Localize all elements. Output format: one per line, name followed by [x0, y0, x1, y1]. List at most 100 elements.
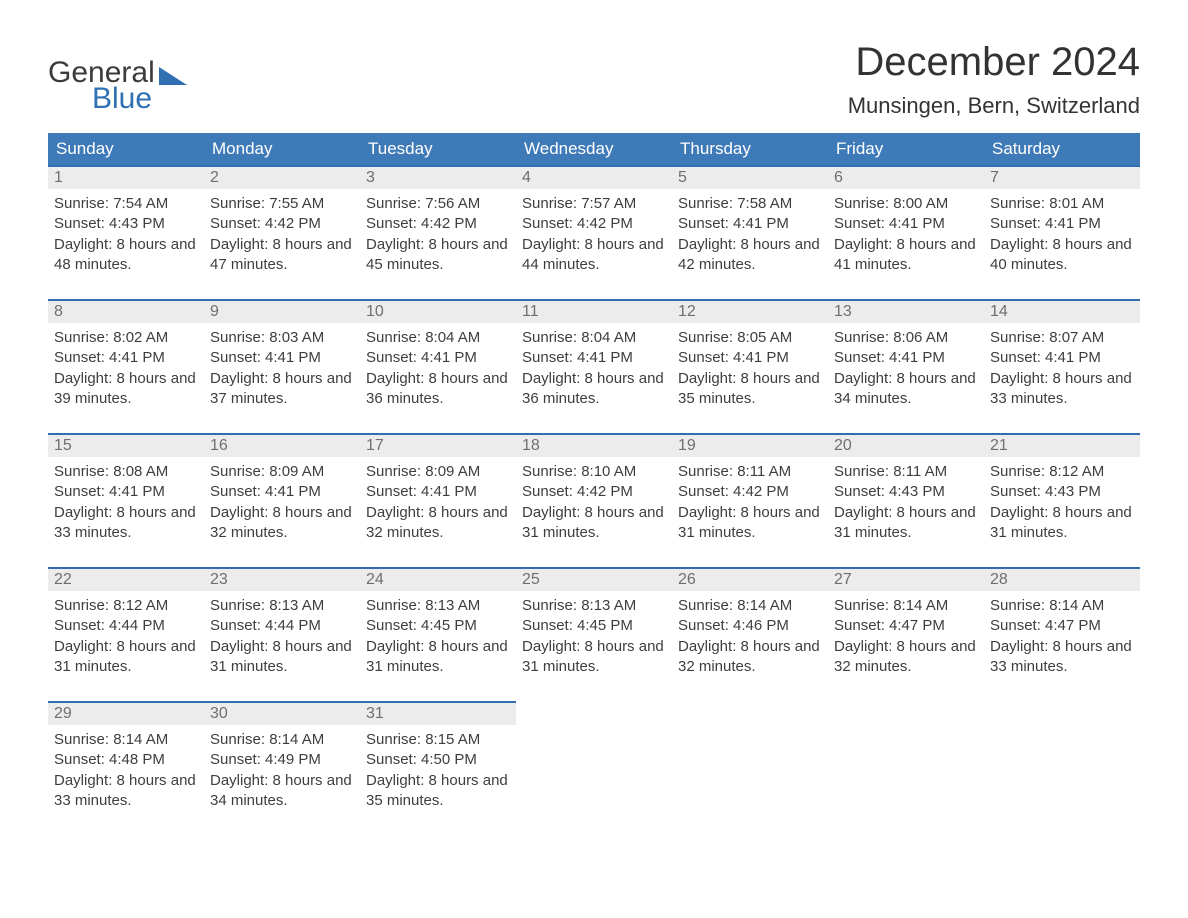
sunrise-line: Sunrise: 8:13 AM [210, 596, 354, 616]
daylight-line: Daylight: 8 hours and 34 minutes. [834, 369, 978, 410]
daylight-line: Daylight: 8 hours and 35 minutes. [366, 771, 510, 812]
sunrise-line: Sunrise: 8:03 AM [210, 328, 354, 348]
daylight-line: Daylight: 8 hours and 40 minutes. [990, 235, 1134, 276]
day-details-cell [828, 725, 984, 819]
daylight-line: Daylight: 8 hours and 34 minutes. [210, 771, 354, 812]
sunset-line: Sunset: 4:50 PM [366, 750, 510, 770]
sunrise-line: Sunrise: 8:14 AM [54, 730, 198, 750]
day-details-cell: Sunrise: 7:54 AMSunset: 4:43 PMDaylight:… [48, 189, 204, 300]
daylight-line: Daylight: 8 hours and 33 minutes. [990, 369, 1134, 410]
sunset-line: Sunset: 4:43 PM [54, 214, 198, 234]
day-number-cell: 13 [828, 300, 984, 323]
daylight-line: Daylight: 8 hours and 36 minutes. [522, 369, 666, 410]
day-number-cell [828, 702, 984, 725]
day-number-cell [984, 702, 1140, 725]
calendar-body: 1234567Sunrise: 7:54 AMSunset: 4:43 PMDa… [48, 166, 1140, 819]
sunset-line: Sunset: 4:41 PM [522, 348, 666, 368]
day-details-cell: Sunrise: 8:07 AMSunset: 4:41 PMDaylight:… [984, 323, 1140, 434]
sunrise-line: Sunrise: 8:10 AM [522, 462, 666, 482]
day-details-row: Sunrise: 8:12 AMSunset: 4:44 PMDaylight:… [48, 591, 1140, 702]
daylight-line: Daylight: 8 hours and 37 minutes. [210, 369, 354, 410]
day-details-cell: Sunrise: 8:09 AMSunset: 4:41 PMDaylight:… [204, 457, 360, 568]
day-number-cell: 28 [984, 568, 1140, 591]
daylight-line: Daylight: 8 hours and 32 minutes. [834, 637, 978, 678]
day-details-cell: Sunrise: 8:13 AMSunset: 4:44 PMDaylight:… [204, 591, 360, 702]
daylight-line: Daylight: 8 hours and 31 minutes. [210, 637, 354, 678]
day-details-cell: Sunrise: 8:04 AMSunset: 4:41 PMDaylight:… [360, 323, 516, 434]
daylight-line: Daylight: 8 hours and 33 minutes. [990, 637, 1134, 678]
day-details-cell: Sunrise: 7:56 AMSunset: 4:42 PMDaylight:… [360, 189, 516, 300]
day-number-cell: 17 [360, 434, 516, 457]
daylight-line: Daylight: 8 hours and 32 minutes. [678, 637, 822, 678]
day-details-cell: Sunrise: 7:55 AMSunset: 4:42 PMDaylight:… [204, 189, 360, 300]
daylight-line: Daylight: 8 hours and 48 minutes. [54, 235, 198, 276]
day-details-cell: Sunrise: 8:14 AMSunset: 4:47 PMDaylight:… [984, 591, 1140, 702]
day-number-row: 15161718192021 [48, 434, 1140, 457]
sunrise-line: Sunrise: 8:00 AM [834, 194, 978, 214]
sunrise-line: Sunrise: 7:58 AM [678, 194, 822, 214]
sunset-line: Sunset: 4:41 PM [834, 348, 978, 368]
day-number-cell: 18 [516, 434, 672, 457]
day-number-row: 891011121314 [48, 300, 1140, 323]
sunrise-line: Sunrise: 8:11 AM [834, 462, 978, 482]
day-details-cell: Sunrise: 8:12 AMSunset: 4:43 PMDaylight:… [984, 457, 1140, 568]
day-number-row: 1234567 [48, 166, 1140, 189]
day-details-cell: Sunrise: 8:03 AMSunset: 4:41 PMDaylight:… [204, 323, 360, 434]
sunset-line: Sunset: 4:41 PM [834, 214, 978, 234]
day-number-cell: 1 [48, 166, 204, 189]
sunset-line: Sunset: 4:41 PM [54, 348, 198, 368]
daylight-line: Daylight: 8 hours and 31 minutes. [366, 637, 510, 678]
day-details-cell: Sunrise: 8:11 AMSunset: 4:43 PMDaylight:… [828, 457, 984, 568]
day-number-cell: 5 [672, 166, 828, 189]
sunrise-line: Sunrise: 8:09 AM [366, 462, 510, 482]
sunset-line: Sunset: 4:41 PM [54, 482, 198, 502]
day-header: Friday [828, 133, 984, 166]
daylight-line: Daylight: 8 hours and 33 minutes. [54, 503, 198, 544]
sunrise-line: Sunrise: 8:14 AM [210, 730, 354, 750]
day-details-cell [984, 725, 1140, 819]
day-number-cell: 6 [828, 166, 984, 189]
sunrise-line: Sunrise: 8:07 AM [990, 328, 1134, 348]
day-number-cell: 11 [516, 300, 672, 323]
daylight-line: Daylight: 8 hours and 44 minutes. [522, 235, 666, 276]
sunrise-line: Sunrise: 8:14 AM [834, 596, 978, 616]
daylight-line: Daylight: 8 hours and 33 minutes. [54, 771, 198, 812]
day-number-cell: 30 [204, 702, 360, 725]
daylight-line: Daylight: 8 hours and 47 minutes. [210, 235, 354, 276]
daylight-line: Daylight: 8 hours and 32 minutes. [366, 503, 510, 544]
day-header: Sunday [48, 133, 204, 166]
sunset-line: Sunset: 4:43 PM [834, 482, 978, 502]
day-number-cell: 15 [48, 434, 204, 457]
sunrise-line: Sunrise: 8:06 AM [834, 328, 978, 348]
sunrise-line: Sunrise: 8:12 AM [990, 462, 1134, 482]
day-number-row: 22232425262728 [48, 568, 1140, 591]
sunset-line: Sunset: 4:49 PM [210, 750, 354, 770]
day-number-cell: 27 [828, 568, 984, 591]
day-number-cell: 25 [516, 568, 672, 591]
sunset-line: Sunset: 4:46 PM [678, 616, 822, 636]
sunrise-line: Sunrise: 8:11 AM [678, 462, 822, 482]
month-title: December 2024 [848, 40, 1140, 85]
day-number-cell: 23 [204, 568, 360, 591]
daylight-line: Daylight: 8 hours and 35 minutes. [678, 369, 822, 410]
day-header-row: SundayMondayTuesdayWednesdayThursdayFrid… [48, 133, 1140, 166]
day-number-row: 293031 [48, 702, 1140, 725]
day-header: Monday [204, 133, 360, 166]
daylight-line: Daylight: 8 hours and 31 minutes. [678, 503, 822, 544]
sunset-line: Sunset: 4:41 PM [678, 214, 822, 234]
day-details-cell: Sunrise: 8:14 AMSunset: 4:49 PMDaylight:… [204, 725, 360, 819]
day-number-cell: 12 [672, 300, 828, 323]
day-number-cell: 24 [360, 568, 516, 591]
sunset-line: Sunset: 4:41 PM [210, 482, 354, 502]
sunrise-line: Sunrise: 7:56 AM [366, 194, 510, 214]
sunrise-line: Sunrise: 8:15 AM [366, 730, 510, 750]
day-number-cell: 8 [48, 300, 204, 323]
sunrise-line: Sunrise: 7:57 AM [522, 194, 666, 214]
sunrise-line: Sunrise: 8:04 AM [522, 328, 666, 348]
day-number-cell: 21 [984, 434, 1140, 457]
header-row: General Blue December 2024 Munsingen, Be… [48, 40, 1140, 119]
calendar-table: SundayMondayTuesdayWednesdayThursdayFrid… [48, 133, 1140, 819]
day-number-cell [672, 702, 828, 725]
day-number-cell: 2 [204, 166, 360, 189]
day-number-cell: 4 [516, 166, 672, 189]
